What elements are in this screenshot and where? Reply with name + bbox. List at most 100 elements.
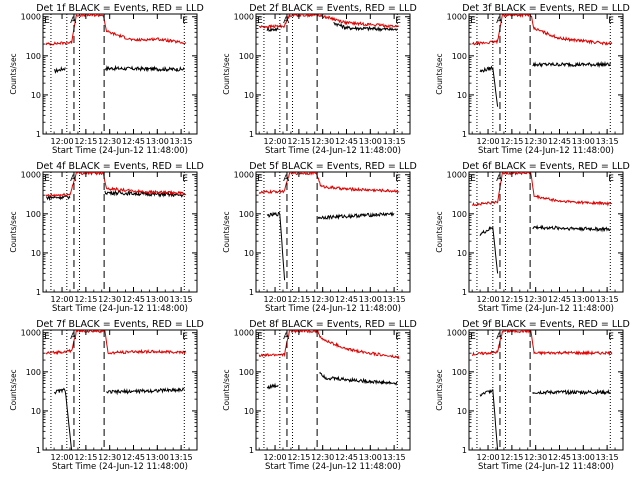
x-tick-label: 12:45 [122, 453, 145, 462]
x-tick-label: 12:00 [477, 137, 500, 146]
y-tick-label: 1000 [447, 329, 467, 338]
y-axis-label: Counts/sec [222, 211, 231, 252]
x-tick-label: 12:45 [122, 137, 145, 146]
x-tick-label: 12:45 [548, 295, 571, 304]
x-tick-label: 12:00 [264, 453, 287, 462]
x-tick-label: 12:00 [264, 137, 287, 146]
y-tick-label: 1000 [21, 329, 41, 338]
y-tick-label: 1 [249, 446, 254, 455]
x-axis-label: Start Time (24-Jun-12 11:48:00) [52, 146, 188, 156]
y-tick-label: 100 [26, 210, 41, 219]
panel-det-9: Det 9f BLACK = Events, RED = LLD 1 10 100 10… [435, 319, 630, 472]
lld-series-line [472, 330, 613, 357]
flag-marker: E [470, 332, 476, 342]
flag-marker: E [257, 16, 263, 26]
events-series-line [532, 388, 611, 396]
x-tick-label: 12:30 [311, 295, 334, 304]
panel-title: Det 9f BLACK = Events, RED = LLD [462, 319, 630, 330]
events-series-line [53, 387, 73, 450]
y-tick-label: 1 [36, 446, 41, 455]
y-tick-label: 10 [31, 249, 41, 258]
flag-marker: A [283, 16, 290, 26]
x-tick-label: 12:15 [500, 137, 523, 146]
y-tick-label: 1000 [234, 13, 254, 22]
panel-title: Det 3f BLACK = Events, RED = LLD [462, 3, 630, 14]
flag-marker: E [182, 332, 188, 342]
y-tick-label: 10 [31, 407, 41, 416]
x-tick-label: 13:00 [146, 453, 169, 462]
panel-title: Det 2f BLACK = Events, RED = LLD [249, 3, 417, 14]
x-axis-label: Start Time (24-Jun-12 11:48:00) [478, 462, 614, 472]
y-tick-label: 10 [244, 249, 254, 258]
y-tick-label: 100 [239, 368, 254, 377]
panel-det-2: Det 2f BLACK = Events, RED = LLD 1 10 100 10… [222, 3, 417, 156]
events-series-line [266, 26, 279, 32]
x-tick-label: 12:30 [524, 453, 547, 462]
panel-det-3: Det 3f BLACK = Events, RED = LLD 1 10 100 10… [435, 3, 630, 156]
y-tick-label: 10 [31, 91, 41, 100]
x-tick-label: 12:45 [335, 295, 358, 304]
flag-marker: E [395, 332, 401, 342]
x-tick-label: 13:00 [572, 295, 595, 304]
x-tick-label: 12:15 [74, 137, 97, 146]
events-series-line [317, 211, 395, 221]
x-tick-label: 12:00 [264, 295, 287, 304]
flag-marker: A [496, 16, 503, 26]
lld-series-line [45, 172, 187, 198]
plot-frame [42, 329, 198, 451]
panel-det-5: Det 5f BLACK = Events, RED = LLD 1 10 100 10… [222, 161, 417, 314]
x-tick-label: 12:15 [500, 453, 523, 462]
x-tick-label: 12:00 [477, 295, 500, 304]
plot-frame [255, 171, 411, 293]
flag-marker: E [44, 332, 50, 342]
lld-series-line [472, 14, 613, 46]
events-series-line [479, 389, 499, 450]
events-series-line [266, 382, 279, 390]
flag-marker: E [608, 174, 614, 184]
x-tick-label: 12:15 [287, 453, 310, 462]
y-axis-label: Counts/sec [9, 369, 18, 410]
y-tick-label: 1 [249, 288, 254, 297]
events-series-line [104, 64, 185, 73]
x-tick-label: 12:00 [51, 137, 74, 146]
x-tick-label: 12:15 [287, 137, 310, 146]
events-series-line [333, 21, 398, 33]
panel-det-6: Det 6f BLACK = Events, RED = LLD 1 10 100 10… [435, 161, 630, 314]
y-tick-label: 1000 [234, 171, 254, 180]
x-tick-label: 12:45 [548, 453, 571, 462]
flag-marker: A [496, 332, 503, 342]
x-tick-label: 12:30 [311, 453, 334, 462]
y-tick-label: 1 [36, 130, 41, 139]
x-tick-label: 13:15 [596, 295, 619, 304]
plot-frame [255, 13, 411, 135]
y-tick-label: 10 [457, 407, 467, 416]
x-tick-label: 12:15 [74, 453, 97, 462]
lld-series-line [45, 14, 187, 47]
events-series-line [53, 66, 66, 74]
x-axis-label: Start Time (24-Jun-12 11:48:00) [265, 462, 401, 472]
panel-title: Det 8f BLACK = Events, RED = LLD [249, 319, 417, 330]
x-tick-label: 13:15 [596, 137, 619, 146]
flag-marker: E [182, 174, 188, 184]
events-series-line [479, 65, 499, 107]
y-tick-label: 100 [452, 210, 467, 219]
y-axis-label: Counts/sec [435, 369, 444, 410]
flag-marker: A [283, 174, 290, 184]
flag-marker: E [470, 16, 476, 26]
x-axis-label: Start Time (24-Jun-12 11:48:00) [265, 146, 401, 156]
x-tick-label: 13:00 [146, 137, 169, 146]
y-tick-label: 1 [249, 130, 254, 139]
x-axis-label: Start Time (24-Jun-12 11:48:00) [52, 462, 188, 472]
panel-title: Det 5f BLACK = Events, RED = LLD [249, 161, 417, 172]
x-tick-label: 13:00 [572, 453, 595, 462]
events-series-line [266, 211, 286, 281]
x-tick-label: 12:00 [477, 453, 500, 462]
panel-det-4: Det 4f BLACK = Events, RED = LLD 1 10 100 10… [9, 161, 204, 314]
x-axis-label: Start Time (24-Jun-12 11:48:00) [265, 304, 401, 314]
y-tick-label: 100 [26, 368, 41, 377]
y-axis-label: Counts/sec [435, 53, 444, 94]
x-tick-label: 13:15 [383, 295, 406, 304]
y-tick-label: 10 [244, 407, 254, 416]
x-tick-label: 12:15 [287, 295, 310, 304]
